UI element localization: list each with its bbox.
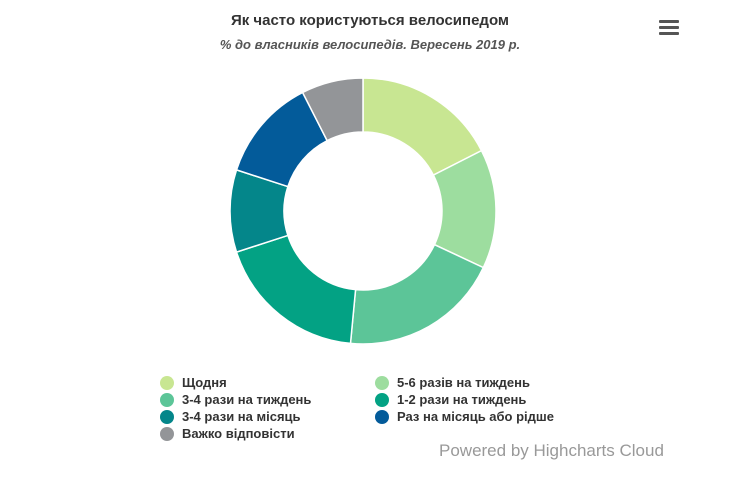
legend-label: 1-2 рази на тиждень	[397, 392, 527, 407]
legend-marker	[160, 375, 174, 390]
chart-subtitle: % до власників велосипедів. Вересень 201…	[219, 37, 521, 52]
legend-marker	[375, 375, 389, 390]
legend-label: Важко відповісти	[182, 426, 295, 441]
credits-text[interactable]: Powered by Highcharts Cloud	[439, 441, 664, 460]
legend-item[interactable]: 3-4 рази на тиждень	[160, 392, 311, 407]
legend-marker	[160, 392, 174, 407]
legend-marker	[375, 409, 389, 424]
legend-label: 3-4 рази на тиждень	[182, 392, 312, 407]
legend-item[interactable]: 3-4 рази на місяць	[160, 409, 301, 424]
legend-item[interactable]: 5-6 разів на тиждень	[375, 375, 530, 390]
donut-slice[interactable]	[301, 77, 364, 142]
menu-line	[659, 26, 679, 29]
legend-label: 5-6 разів на тиждень	[397, 375, 531, 390]
hamburger-menu-icon[interactable]	[654, 16, 684, 40]
legend-label: Раз на місяць або рідше	[397, 409, 554, 424]
legend-marker	[375, 392, 389, 407]
legend-item[interactable]: 1-2 рази на тиждень	[375, 392, 526, 407]
legend-item[interactable]: Щодня	[160, 375, 227, 390]
donut-chart	[229, 77, 497, 345]
donut-slice[interactable]	[235, 234, 357, 345]
legend-label: Щодня	[182, 375, 227, 390]
legend-label: 3-4 рази на місяць	[182, 409, 301, 424]
legend-item[interactable]: Важко відповісти	[160, 426, 295, 441]
legend-marker	[160, 426, 174, 441]
donut-slice[interactable]	[349, 243, 485, 345]
chart-title: Як часто користуються велосипедом	[230, 12, 510, 29]
menu-line	[659, 32, 679, 35]
menu-line	[659, 20, 679, 23]
legend-marker	[160, 409, 174, 424]
legend-item[interactable]: Раз на місяць або рідше	[375, 409, 554, 424]
